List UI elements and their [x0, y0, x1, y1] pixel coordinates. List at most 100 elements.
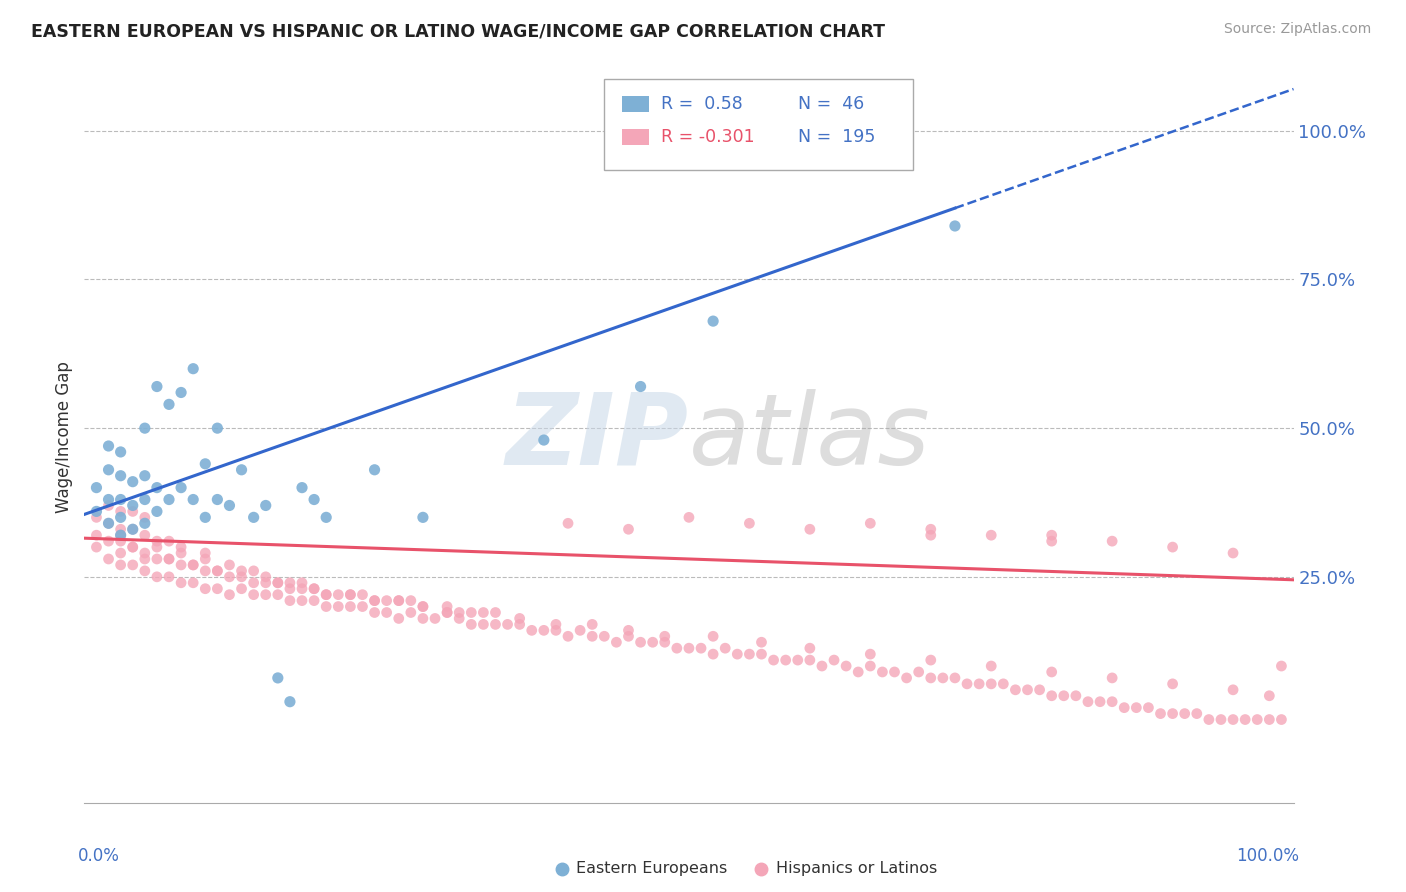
Point	[1040, 689, 1063, 703]
Text: Source: ZipAtlas.com: Source: ZipAtlas.com	[1223, 22, 1371, 37]
Point	[121, 475, 143, 489]
Point	[97, 439, 120, 453]
Point	[363, 593, 385, 607]
Text: Eastern Europeans: Eastern Europeans	[576, 861, 728, 876]
Point	[811, 659, 834, 673]
Point	[617, 624, 640, 638]
Point	[593, 629, 616, 643]
Point	[121, 504, 143, 518]
Point	[581, 617, 603, 632]
Point	[194, 564, 217, 578]
Point	[207, 421, 229, 435]
Point	[97, 463, 120, 477]
Point	[121, 499, 143, 513]
Point	[207, 582, 229, 596]
Point	[617, 522, 640, 536]
Point	[363, 463, 385, 477]
Point	[207, 492, 229, 507]
Point	[134, 552, 156, 566]
Point	[97, 534, 120, 549]
Point	[859, 516, 882, 531]
Point	[121, 540, 143, 554]
Point	[134, 492, 156, 507]
Point	[170, 546, 193, 560]
Point	[242, 588, 264, 602]
Point	[254, 588, 277, 602]
Point	[267, 575, 290, 590]
Point	[388, 593, 411, 607]
Point	[630, 379, 652, 393]
Point	[1222, 713, 1244, 727]
Point	[557, 629, 579, 643]
Point	[412, 510, 434, 524]
Point	[581, 629, 603, 643]
Point	[315, 599, 337, 614]
Point	[1258, 713, 1281, 727]
Point	[533, 433, 555, 447]
Text: 0.0%: 0.0%	[79, 847, 120, 864]
Point	[920, 528, 942, 542]
Text: R = -0.301: R = -0.301	[661, 128, 755, 146]
Point	[1209, 713, 1232, 727]
Point	[134, 421, 156, 435]
Point	[110, 492, 132, 507]
Point	[1149, 706, 1171, 721]
Point	[110, 546, 132, 560]
Point	[231, 463, 253, 477]
Point	[932, 671, 955, 685]
Point	[617, 629, 640, 643]
Point	[375, 593, 398, 607]
Point	[110, 445, 132, 459]
Point	[134, 468, 156, 483]
Point	[134, 546, 156, 560]
Point	[134, 528, 156, 542]
Point	[110, 468, 132, 483]
Point	[920, 653, 942, 667]
Point	[86, 528, 108, 542]
Point	[690, 641, 713, 656]
Point	[278, 695, 301, 709]
Point	[328, 588, 350, 602]
Point	[146, 570, 169, 584]
Point	[86, 481, 108, 495]
Point	[1137, 700, 1160, 714]
Point	[339, 588, 361, 602]
Point	[242, 564, 264, 578]
Point	[1246, 713, 1268, 727]
Point	[412, 611, 434, 625]
Point	[533, 624, 555, 638]
Point	[194, 552, 217, 566]
Point	[181, 558, 204, 572]
Point	[278, 575, 301, 590]
Point	[1222, 546, 1244, 560]
Point	[1114, 700, 1136, 714]
Text: R =  0.58: R = 0.58	[661, 95, 742, 113]
Point	[291, 593, 314, 607]
Point	[980, 677, 1002, 691]
Point	[557, 516, 579, 531]
Point	[181, 492, 204, 507]
Point	[484, 617, 506, 632]
Point	[170, 540, 193, 554]
Point	[194, 510, 217, 524]
Point	[605, 635, 627, 649]
Point	[1040, 528, 1063, 542]
Point	[302, 582, 325, 596]
Point	[702, 647, 724, 661]
Point	[218, 588, 240, 602]
Point	[1077, 695, 1099, 709]
Point	[846, 665, 869, 679]
Point	[641, 635, 664, 649]
Point	[412, 599, 434, 614]
Point	[110, 534, 132, 549]
Text: N =  46: N = 46	[797, 95, 865, 113]
Point	[896, 671, 918, 685]
Point	[1161, 540, 1184, 554]
Point	[352, 599, 374, 614]
Point	[835, 659, 858, 673]
Point	[110, 558, 132, 572]
Point	[1198, 713, 1220, 727]
Point	[194, 546, 217, 560]
Point	[751, 647, 773, 661]
Point	[1101, 534, 1123, 549]
